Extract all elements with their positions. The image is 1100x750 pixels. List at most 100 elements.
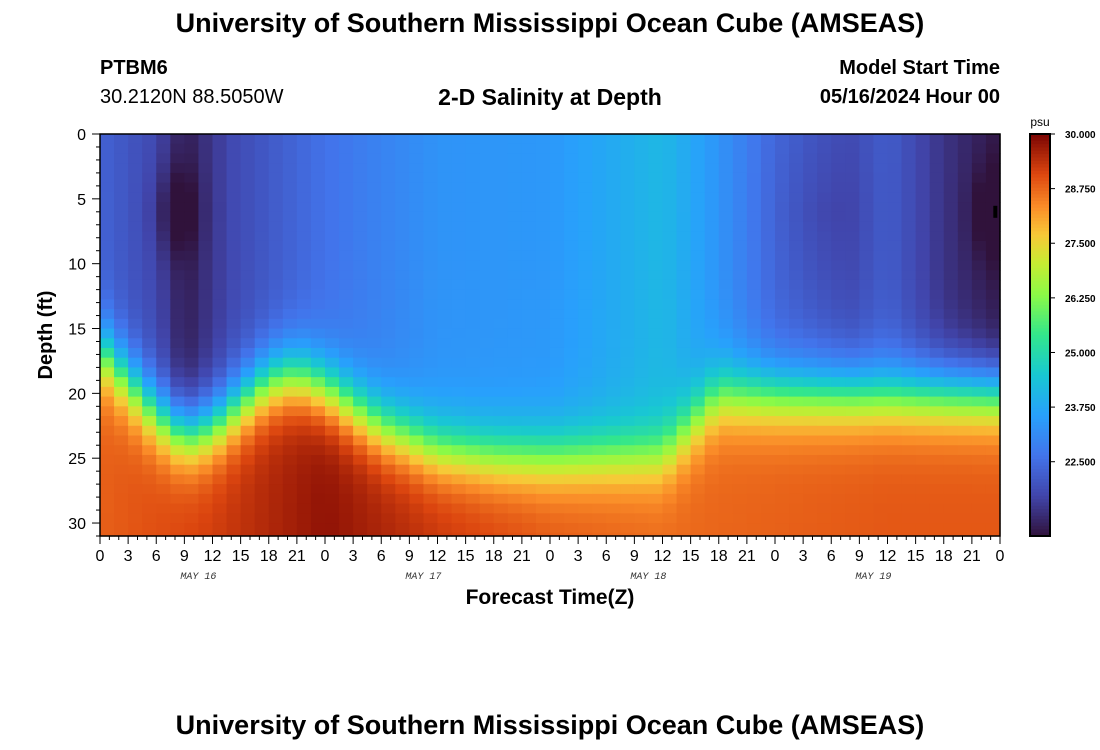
heatmap-cell <box>985 182 1001 193</box>
heatmap-cell <box>662 289 678 300</box>
heatmap-cell <box>550 202 565 213</box>
heatmap-cell <box>521 143 537 155</box>
heatmap-cell <box>353 328 368 339</box>
heatmap-cell <box>170 513 185 524</box>
heatmap-cell <box>831 279 846 291</box>
heatmap-cell <box>465 279 481 291</box>
heatmap-cell <box>479 338 495 349</box>
heatmap-cell <box>789 484 804 495</box>
heatmap-cell <box>339 386 354 398</box>
heatmap-cell <box>114 328 129 339</box>
heatmap-cell <box>634 532 650 537</box>
heatmap-cell <box>170 250 185 262</box>
heatmap-cell <box>634 211 650 223</box>
heatmap-cell <box>775 513 790 524</box>
heatmap-cell <box>704 260 720 271</box>
heatmap-cell <box>620 357 635 369</box>
heatmap-cell <box>718 172 734 184</box>
heatmap-cell <box>592 406 607 417</box>
heatmap-cell <box>831 386 846 398</box>
heatmap-cell <box>128 153 143 164</box>
heatmap-cell <box>943 532 959 537</box>
heatmap-cell <box>831 454 846 466</box>
heatmap-cell <box>142 484 157 495</box>
heatmap-cell <box>901 406 917 417</box>
heatmap-cell <box>296 231 312 242</box>
heatmap-cell <box>212 250 228 262</box>
colorbar-segment <box>1030 515 1050 520</box>
heatmap-cell <box>212 532 228 537</box>
heatmap-cell <box>634 328 650 339</box>
heatmap-cell <box>564 299 579 310</box>
heatmap-cell <box>198 532 214 537</box>
heatmap-cell <box>732 357 748 369</box>
heatmap-cell <box>395 153 410 164</box>
heatmap-cell <box>325 134 340 145</box>
heatmap-cell <box>901 435 917 446</box>
heatmap-cell <box>353 153 368 164</box>
heatmap-cell <box>282 357 298 369</box>
heatmap-cell <box>564 250 579 262</box>
heatmap-cell <box>437 357 453 369</box>
heatmap-cell <box>704 445 720 456</box>
colorbar-segment <box>1030 412 1050 416</box>
heatmap-cell <box>887 270 903 281</box>
x-tick-label: 12 <box>879 548 897 565</box>
colorbar-segment <box>1030 519 1050 524</box>
heatmap-cell <box>507 338 523 349</box>
heatmap-cell <box>957 250 973 262</box>
heatmap-cell <box>957 377 973 388</box>
heatmap-cell <box>620 386 635 398</box>
heatmap-cell <box>817 416 832 427</box>
heatmap-cell <box>268 474 284 485</box>
heatmap-cell <box>901 357 917 369</box>
heatmap-cell <box>423 240 439 252</box>
heatmap-cell <box>521 182 537 193</box>
heatmap-cell <box>887 532 903 537</box>
heatmap-cell <box>100 513 115 524</box>
heatmap-cell <box>915 134 931 145</box>
heatmap-cell <box>451 416 467 427</box>
heatmap-cell <box>985 513 1001 524</box>
heatmap-cell <box>718 532 734 537</box>
heatmap-cell <box>114 464 129 476</box>
heatmap-cell <box>493 435 509 446</box>
heatmap-cell <box>550 328 565 339</box>
heatmap-cell <box>409 386 425 398</box>
heatmap-cell <box>184 513 200 524</box>
heatmap-cell <box>676 192 692 203</box>
heatmap-cell <box>409 464 425 476</box>
heatmap-cell <box>142 474 157 485</box>
heatmap-cell <box>437 347 453 359</box>
heatmap-cell <box>507 318 523 330</box>
heatmap-cell <box>732 163 748 174</box>
heatmap-cell <box>254 260 270 271</box>
heatmap-cell <box>212 270 228 281</box>
heatmap-cell <box>381 416 396 427</box>
heatmap-cell <box>915 250 931 262</box>
heatmap-cell <box>676 357 692 369</box>
heatmap-cell <box>114 182 129 193</box>
heatmap-cell <box>367 328 382 339</box>
heatmap-cell <box>409 347 425 359</box>
colorbar-segment <box>1030 311 1050 316</box>
heatmap-cell <box>957 435 973 446</box>
heatmap-cell <box>676 289 692 300</box>
heatmap-cell <box>887 445 903 456</box>
heatmap-cell <box>789 357 804 369</box>
colorbar-segment <box>1030 442 1050 447</box>
heatmap-cell <box>170 484 185 495</box>
heatmap-cell <box>957 211 973 223</box>
heatmap-cell <box>423 250 439 262</box>
heatmap-cell <box>282 270 298 281</box>
heatmap-cell <box>817 299 832 310</box>
heatmap-cell <box>100 396 115 407</box>
heatmap-cell <box>226 182 242 193</box>
heatmap-cell <box>212 425 228 437</box>
heatmap-cell <box>845 406 860 417</box>
heatmap-cell <box>634 279 650 291</box>
heatmap-cell <box>915 328 931 339</box>
heatmap-cell <box>226 299 242 310</box>
heatmap-cell <box>100 435 115 446</box>
heatmap-cell <box>310 532 326 537</box>
